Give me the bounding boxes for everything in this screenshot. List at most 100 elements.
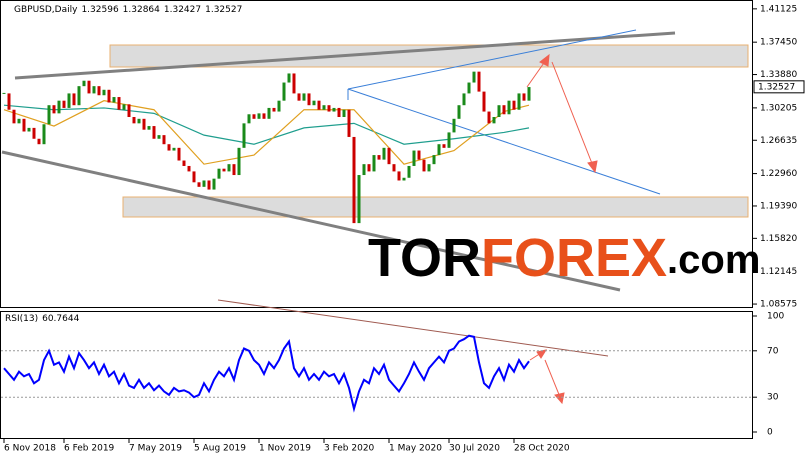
support-zone (122, 196, 749, 218)
rsi-name: RSI(13) (5, 314, 38, 324)
candle (357, 175, 361, 224)
candle (87, 80, 91, 94)
channel-line (347, 88, 661, 195)
candle (187, 165, 191, 172)
candle (452, 118, 456, 133)
candle (167, 144, 171, 151)
rsi-line (3, 334, 530, 413)
candle (347, 109, 351, 137)
candle (287, 73, 291, 83)
candle (522, 93, 526, 101)
candle (77, 86, 81, 106)
x-tick-label: 1 Nov 2019 (259, 444, 311, 454)
candle (332, 107, 336, 112)
candle (217, 168, 221, 179)
candle (52, 105, 56, 114)
x-tick-label: 5 Aug 2019 (194, 444, 246, 454)
candle (177, 147, 181, 161)
x-tick-label: 6 Nov 2018 (4, 444, 56, 454)
candle (387, 147, 391, 165)
candle (402, 177, 406, 181)
candle (407, 165, 411, 178)
candle (467, 82, 471, 94)
candle (232, 164, 236, 176)
symbol: GBPUSD,Daily (14, 5, 78, 15)
candle (92, 86, 96, 94)
candle (502, 105, 506, 115)
candle (72, 93, 76, 106)
candle (482, 91, 486, 112)
candle (47, 105, 51, 125)
y-tick-label: 0 (767, 428, 773, 438)
candle (427, 164, 431, 172)
candle (327, 105, 331, 112)
candle (222, 168, 226, 172)
candle (282, 82, 286, 101)
candle (257, 113, 261, 119)
y-tick-label: 1.37450 (760, 38, 797, 48)
candle (342, 109, 346, 117)
forecast-arrows (217, 53, 609, 405)
candle (262, 113, 266, 119)
candle (117, 97, 121, 110)
x-tick-label: 30 Jul 2020 (449, 444, 500, 454)
moving-average (3, 100, 530, 165)
candle (97, 86, 101, 96)
candle (62, 100, 66, 108)
quote: 1.32427 (164, 5, 201, 15)
y-tick-label: 30 (767, 393, 779, 403)
chart-title: GBPUSD,Daily 1.32596 1.32864 1.32427 1.32527 (14, 5, 242, 15)
candle (377, 155, 381, 160)
candle (207, 180, 211, 190)
y-tick-label: 1.26635 (760, 136, 797, 146)
candle (437, 144, 441, 156)
candle (422, 159, 426, 172)
candle (162, 135, 166, 145)
candle (372, 155, 376, 172)
candle (147, 126, 151, 130)
quote: 1.32864 (123, 5, 160, 15)
candle (442, 144, 446, 148)
candle (512, 100, 516, 110)
rsi-value: 60.7644 (42, 314, 79, 324)
watermark: TORFOREX.com (368, 228, 760, 288)
candle (42, 124, 46, 145)
candle (137, 118, 141, 124)
candle (127, 104, 131, 117)
candle (107, 89, 111, 103)
candle (487, 111, 491, 124)
candle (17, 118, 21, 124)
candle (307, 93, 311, 106)
candle (447, 132, 451, 148)
candle (292, 73, 296, 94)
candle (492, 116, 496, 124)
candle (457, 105, 461, 119)
candle (242, 123, 246, 148)
candle (397, 171, 401, 181)
candle (12, 109, 16, 124)
candle (432, 155, 436, 165)
channel-line (347, 29, 637, 90)
candle (462, 93, 466, 106)
y-tick-label: 1.19390 (760, 201, 797, 211)
candle (497, 105, 501, 117)
candle (57, 100, 61, 114)
moving-average (3, 104, 530, 145)
y-tick-label: 1.41125 (760, 4, 797, 14)
candle (412, 150, 416, 166)
candle (247, 114, 251, 124)
candle (417, 150, 421, 160)
drawings (1, 29, 749, 405)
candle (37, 138, 41, 145)
candle (27, 127, 31, 132)
candle (312, 100, 316, 106)
candle (82, 80, 86, 87)
candle (182, 160, 186, 166)
candle (197, 182, 201, 187)
candle (67, 93, 71, 108)
trend-line (14, 31, 676, 80)
watermark-part: .com (667, 238, 760, 282)
candle (272, 107, 276, 112)
x-tick-label: 28 Oct 2020 (514, 444, 570, 454)
price-panel (0, 0, 753, 308)
